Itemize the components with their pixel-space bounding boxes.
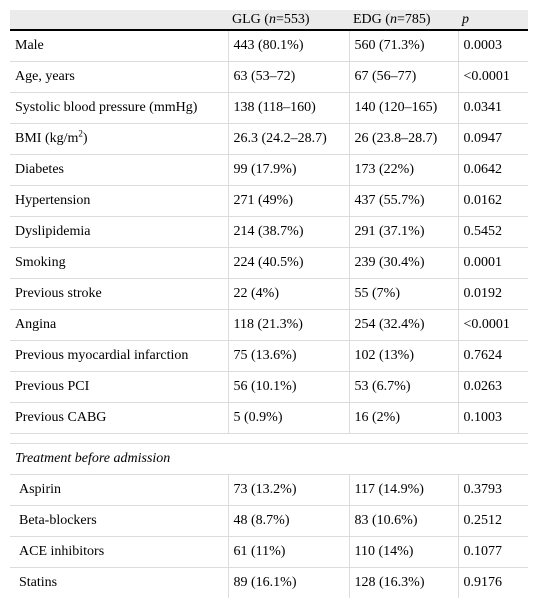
row-label: Previous CABG — [10, 402, 229, 434]
header-row: GLG (n=553) EDG (n=785) p — [10, 10, 528, 31]
cell-glg: 89 (16.1%) — [228, 567, 350, 598]
cell-edg: 437 (55.7%) — [349, 185, 459, 217]
cell-glg: 75 (13.6%) — [228, 340, 350, 372]
row-label: Previous PCI — [10, 371, 229, 403]
table-row: Hypertension 271 (49%) 437 (55.7%) 0.016… — [10, 185, 528, 217]
cell-edg: 26 (23.8–28.7) — [349, 123, 459, 155]
baseline-characteristics-table: GLG (n=553) EDG (n=785) p Male 443 (80.1… — [10, 10, 528, 598]
cell-edg: 16 (2%) — [349, 402, 459, 434]
cell-edg: 55 (7%) — [349, 278, 459, 310]
cell-p: 0.0947 — [458, 123, 528, 155]
table-row: ACE inhibitors 61 (11%) 110 (14%) 0.1077 — [10, 536, 528, 568]
cell-glg: 26.3 (24.2–28.7) — [228, 123, 350, 155]
cell-edg: 110 (14%) — [349, 536, 459, 568]
cell-edg: 128 (16.3%) — [349, 567, 459, 598]
cell-edg: 67 (56–77) — [349, 61, 459, 93]
cell-glg: 73 (13.2%) — [228, 474, 350, 506]
row-label: Age, years — [10, 61, 229, 93]
cell-p: 0.0192 — [458, 278, 528, 310]
cell-p: 0.0162 — [458, 185, 528, 217]
cell-p: <0.0001 — [458, 309, 528, 341]
cell-glg: 214 (38.7%) — [228, 216, 350, 248]
cell-p: 0.0263 — [458, 371, 528, 403]
cell-glg: 56 (10.1%) — [228, 371, 350, 403]
row-label: Smoking — [10, 247, 229, 279]
cell-edg: 560 (71.3%) — [349, 30, 459, 62]
table-row: Diabetes 99 (17.9%) 173 (22%) 0.0642 — [10, 154, 528, 186]
cell-p: 0.1077 — [458, 536, 528, 568]
cell-edg: 173 (22%) — [349, 154, 459, 186]
cell-p: 0.7624 — [458, 340, 528, 372]
table-row: Aspirin 73 (13.2%) 117 (14.9%) 0.3793 — [10, 474, 528, 506]
cell-p: 0.0642 — [458, 154, 528, 186]
cell-glg: 61 (11%) — [228, 536, 350, 568]
cell-p: 0.0341 — [458, 92, 528, 124]
row-label: Dyslipidemia — [10, 216, 229, 248]
cell-edg: 53 (6.7%) — [349, 371, 459, 403]
cell-glg: 118 (21.3%) — [228, 309, 350, 341]
table-row: Previous myocardial infarction 75 (13.6%… — [10, 340, 528, 372]
cell-glg: 99 (17.9%) — [228, 154, 350, 186]
cell-p: 0.1003 — [458, 402, 528, 434]
cell-edg: 140 (120–165) — [349, 92, 459, 124]
cell-p: <0.0001 — [458, 61, 528, 93]
header-variable — [10, 10, 228, 31]
cell-p: 0.0003 — [458, 30, 528, 62]
table-row: Male 443 (80.1%) 560 (71.3%) 0.0003 — [10, 30, 528, 62]
cell-p: 0.5452 — [458, 216, 528, 248]
spacer-cell — [10, 433, 528, 444]
table-row: Previous PCI 56 (10.1%) 53 (6.7%) 0.0263 — [10, 371, 528, 403]
table-row: Previous CABG 5 (0.9%) 16 (2%) 0.1003 — [10, 402, 528, 434]
cell-glg: 48 (8.7%) — [228, 505, 350, 537]
row-label: Aspirin — [10, 474, 229, 506]
section-title: Treatment before admission — [10, 443, 528, 475]
table-row: Systolic blood pressure (mmHg) 138 (118–… — [10, 92, 528, 124]
cell-edg: 239 (30.4%) — [349, 247, 459, 279]
row-label: Male — [10, 30, 229, 62]
section-header-row: Treatment before admission — [10, 443, 528, 475]
cell-glg: 5 (0.9%) — [228, 402, 350, 434]
row-label: Statins — [10, 567, 229, 598]
row-label: Previous myocardial infarction — [10, 340, 229, 372]
cell-glg: 63 (53–72) — [228, 61, 350, 93]
cell-p: 0.2512 — [458, 505, 528, 537]
cell-edg: 102 (13%) — [349, 340, 459, 372]
row-label: Previous stroke — [10, 278, 229, 310]
row-label: Systolic blood pressure (mmHg) — [10, 92, 229, 124]
row-label: Beta-blockers — [10, 505, 229, 537]
header-glg: GLG (n=553) — [228, 10, 349, 31]
header-edg: EDG (n=785) — [349, 10, 458, 31]
cell-p: 0.9176 — [463, 575, 503, 590]
cell-glg: 22 (4%) — [228, 278, 350, 310]
table-row: BMI (kg/m2) 26.3 (24.2–28.7) 26 (23.8–28… — [10, 123, 528, 155]
cell-p: 0.0001 — [458, 247, 528, 279]
table-container: GLG (n=553) EDG (n=785) p Male 443 (80.1… — [10, 10, 528, 598]
cell-edg: 83 (10.6%) — [349, 505, 459, 537]
row-label: BMI (kg/m2) — [10, 123, 229, 155]
table-row: Statins 89 (16.1%) 128 (16.3%) 0.9176 — [10, 567, 528, 598]
table-row: Angina 118 (21.3%) 254 (32.4%) <0.0001 — [10, 309, 528, 341]
cell-edg: 117 (14.9%) — [349, 474, 459, 506]
cell-p: 0.3793 — [458, 474, 528, 506]
superscript: 2 — [78, 128, 83, 139]
cell-edg: 254 (32.4%) — [349, 309, 459, 341]
table-row: Smoking 224 (40.5%) 239 (30.4%) 0.0001 — [10, 247, 528, 279]
row-label: Diabetes — [10, 154, 229, 186]
row-label: Angina — [10, 309, 229, 341]
table-row: Dyslipidemia 214 (38.7%) 291 (37.1%) 0.5… — [10, 216, 528, 248]
cell-glg: 224 (40.5%) — [228, 247, 350, 279]
cell-glg: 443 (80.1%) — [228, 30, 350, 62]
table-row: Beta-blockers 48 (8.7%) 83 (10.6%) 0.251… — [10, 505, 528, 537]
row-label: Hypertension — [10, 185, 229, 217]
table-row: Age, years 63 (53–72) 67 (56–77) <0.0001 — [10, 61, 528, 93]
row-label: ACE inhibitors — [10, 536, 229, 568]
cell-glg: 138 (118–160) — [228, 92, 350, 124]
cell-glg: 271 (49%) — [228, 185, 350, 217]
spacer-row — [10, 433, 528, 444]
header-p: p — [458, 10, 528, 31]
table-row: Previous stroke 22 (4%) 55 (7%) 0.0192 — [10, 278, 528, 310]
cell-edg: 291 (37.1%) — [349, 216, 459, 248]
